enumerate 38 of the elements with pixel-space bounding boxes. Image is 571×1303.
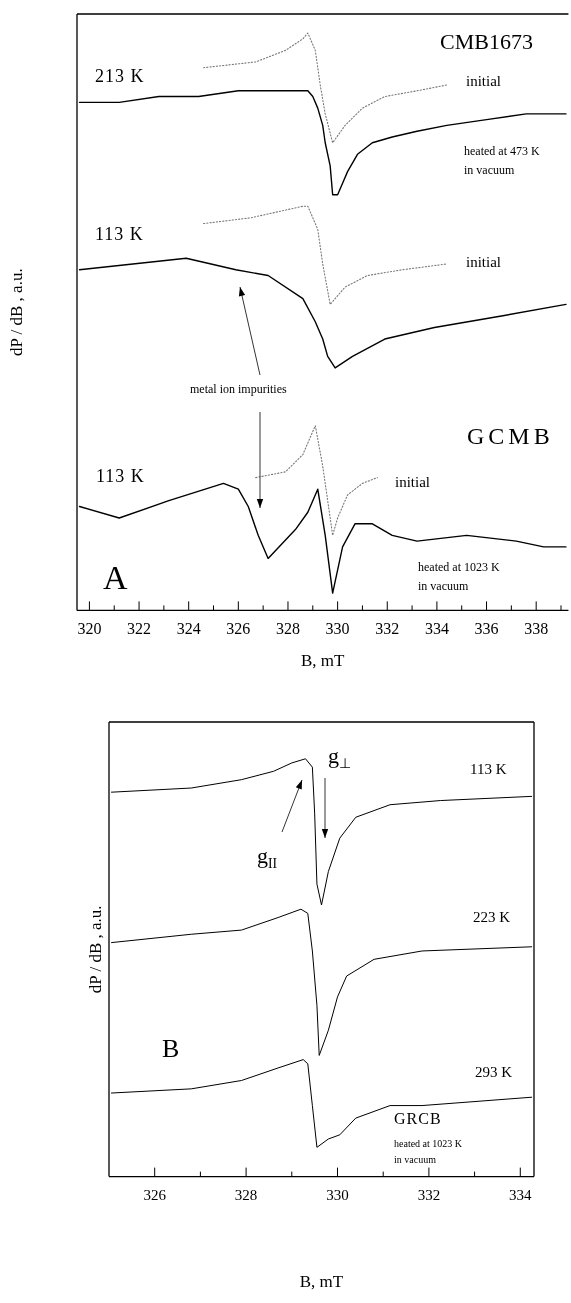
x-tick-label: 328 (234, 1186, 258, 1203)
annotation: g⊥ (328, 742, 351, 772)
x-tick-label: 328 (275, 620, 300, 638)
x-tick-label: 326 (226, 620, 251, 638)
x-tick-label: 330 (325, 620, 350, 638)
annotation: GRCB (394, 1110, 442, 1128)
annotation: heated at 1023 K in vacuum (418, 559, 500, 593)
x-tick-label: 334 (424, 620, 449, 638)
annotation: 223 K (473, 908, 511, 925)
x-tick-label: 336 (474, 620, 499, 638)
x-axis-title: B, mT (299, 1272, 344, 1292)
annotation: initial (395, 473, 430, 490)
x-tick-label: 330 (326, 1186, 349, 1203)
x-tick-label: 320 (77, 620, 102, 638)
x-axis-title: B, mT (301, 651, 346, 671)
annotation: B (162, 1033, 180, 1063)
annotation: initial (466, 253, 501, 270)
x-tick-label: 332 (417, 1186, 441, 1203)
x-tick-label: 332 (375, 620, 400, 638)
annotation: 113 K (96, 465, 145, 486)
y-axis-title: dP / dB , a.u. (7, 268, 27, 357)
x-tick-label: 324 (176, 620, 201, 638)
y-axis-title: dP / dB , a.u. (86, 905, 106, 994)
annotation: 213 K (95, 65, 145, 86)
x-tick-label: 334 (509, 1186, 533, 1203)
annotation: GCMB (467, 423, 554, 450)
annotation: heated at 1023 K in vacuum (394, 1137, 463, 1165)
annotation: heated at 473 K in vacuum (464, 143, 540, 177)
annotation: CMB1673 (440, 28, 533, 54)
x-tick-label: 326 (143, 1186, 167, 1203)
annotation: 113 K (95, 223, 144, 244)
x-tick-label: 322 (127, 620, 152, 638)
annotation: 113 K (470, 760, 507, 777)
annotation: A (103, 558, 128, 596)
annotation: metal ion impurities (190, 382, 287, 397)
annotation: 293 K (475, 1063, 513, 1080)
annotation: initial (466, 72, 501, 89)
x-tick-label: 338 (524, 620, 549, 638)
